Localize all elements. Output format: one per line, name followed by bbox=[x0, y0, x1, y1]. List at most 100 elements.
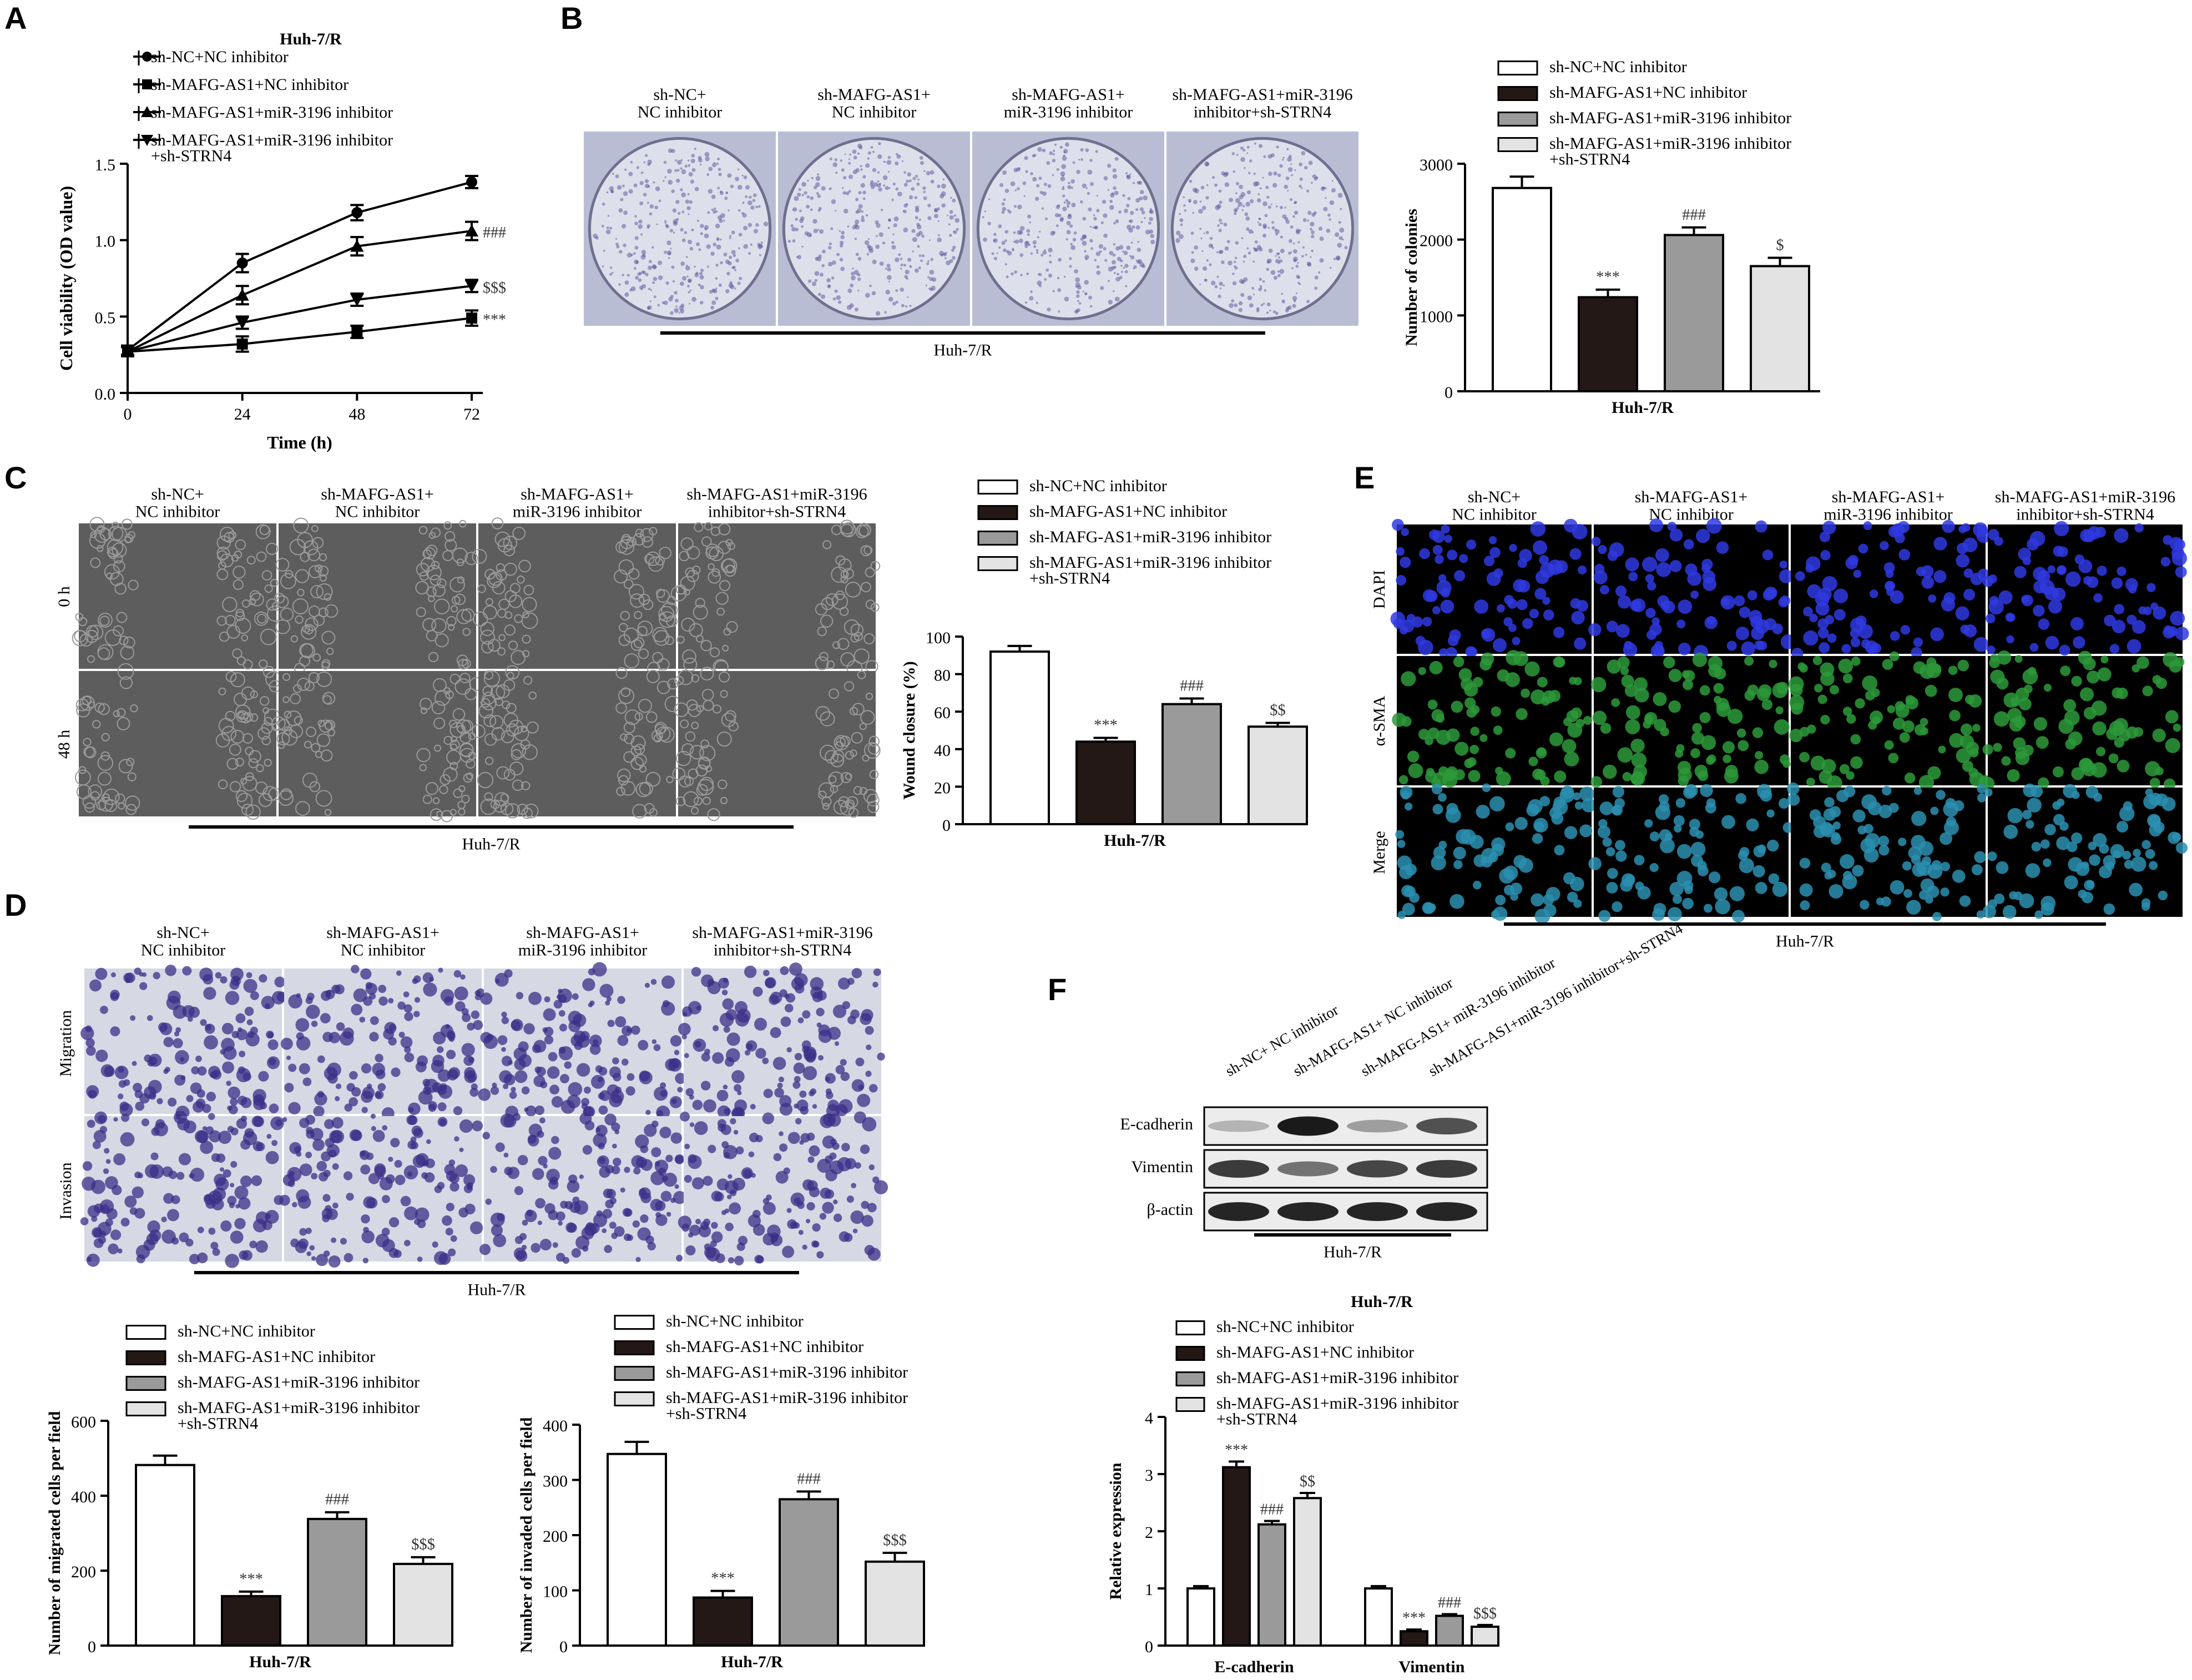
stained-cell bbox=[635, 1134, 649, 1149]
cell-signal bbox=[2152, 728, 2166, 743]
colony-dot bbox=[1042, 148, 1046, 153]
legend-label: sh-MAFG-AS1+miR-3196 inhibitor bbox=[178, 1399, 420, 1417]
cell-signal bbox=[2034, 910, 2043, 919]
stained-cell bbox=[403, 1239, 411, 1247]
cell-signal bbox=[1570, 598, 1581, 609]
cell-signal bbox=[1678, 642, 1691, 655]
colony-dot bbox=[699, 301, 704, 305]
stained-cell bbox=[417, 1256, 423, 1262]
stained-cell bbox=[679, 1111, 690, 1122]
colony-dot bbox=[680, 188, 683, 191]
cell-signal bbox=[1446, 728, 1460, 742]
cell-outline bbox=[282, 673, 291, 681]
colony-dot bbox=[827, 261, 833, 267]
stained-cell bbox=[729, 1202, 741, 1215]
stained-cell bbox=[811, 1240, 819, 1248]
stained-cell bbox=[417, 1219, 426, 1229]
stained-cell bbox=[222, 1061, 234, 1074]
colony-dot bbox=[901, 160, 904, 162]
colony-dot bbox=[887, 155, 891, 159]
cell-outline bbox=[484, 792, 493, 801]
cell-outline bbox=[264, 759, 272, 767]
cell-signal bbox=[1590, 677, 1607, 693]
colony-dot bbox=[1149, 208, 1152, 211]
cell-signal bbox=[1758, 684, 1772, 698]
cell-outline bbox=[701, 688, 714, 701]
cell-outline bbox=[840, 575, 848, 584]
stained-cell bbox=[426, 1139, 431, 1144]
cell-signal bbox=[1444, 534, 1452, 543]
cell-outline bbox=[108, 526, 124, 541]
colony-dot bbox=[1266, 311, 1269, 314]
colony-dot bbox=[855, 219, 860, 224]
colony-dot bbox=[851, 275, 856, 281]
significance-mark: $$$ bbox=[883, 1532, 907, 1549]
cell-outline bbox=[728, 721, 739, 731]
cell-outline bbox=[463, 773, 473, 783]
colony-dot bbox=[1044, 217, 1048, 220]
stained-cell bbox=[711, 1231, 723, 1243]
colony-dot bbox=[1127, 175, 1130, 178]
stained-cell bbox=[86, 1253, 100, 1267]
cell-signal bbox=[2165, 738, 2180, 753]
stained-cell bbox=[176, 1172, 185, 1180]
cell-signal bbox=[1682, 897, 1694, 910]
colony-dot bbox=[800, 216, 805, 221]
colony-plate-image bbox=[584, 132, 776, 326]
cell-signal bbox=[2005, 613, 2014, 622]
colony-dot bbox=[1085, 187, 1088, 189]
colony-dot bbox=[653, 276, 658, 281]
cell-outline bbox=[857, 670, 866, 679]
colony-dot bbox=[612, 271, 614, 274]
colony-dot bbox=[787, 239, 791, 243]
cell-outline bbox=[490, 799, 500, 809]
cell-outline bbox=[308, 565, 322, 578]
colony-dot bbox=[1071, 203, 1076, 208]
cell-outline bbox=[720, 796, 728, 805]
cell-outline bbox=[313, 614, 325, 626]
x-axis-title: Time (h) bbox=[267, 432, 332, 452]
colony-dot bbox=[1107, 164, 1112, 168]
cell-signal bbox=[2092, 721, 2107, 736]
stained-cell bbox=[816, 1007, 825, 1017]
colony-dot bbox=[1029, 221, 1032, 224]
colony-dot bbox=[1331, 188, 1336, 193]
bar bbox=[779, 1498, 839, 1647]
cell-outline bbox=[630, 639, 643, 651]
colony-dot bbox=[1189, 179, 1193, 183]
colony-dot bbox=[1113, 265, 1117, 269]
cell-outline bbox=[422, 794, 432, 804]
cell-outline bbox=[256, 764, 264, 773]
cell-outline bbox=[277, 719, 290, 731]
cell-signal bbox=[1491, 837, 1506, 851]
colony-dot bbox=[639, 285, 643, 290]
stained-cell bbox=[215, 972, 222, 979]
colony-dot bbox=[733, 266, 736, 269]
cell-signal bbox=[1522, 618, 1533, 629]
colony-dot bbox=[628, 189, 633, 194]
stained-cell bbox=[731, 1070, 745, 1083]
cell-signal bbox=[1970, 572, 1983, 586]
cell-outline bbox=[435, 633, 449, 648]
stained-cell bbox=[226, 1081, 231, 1086]
cell-signal bbox=[1644, 819, 1653, 828]
colony-dot bbox=[1291, 174, 1294, 176]
y-tick-label: 3 bbox=[1145, 1466, 1153, 1485]
colony-dot bbox=[882, 175, 888, 180]
colony-dot bbox=[689, 200, 693, 204]
stained-cell bbox=[279, 1194, 290, 1206]
legend-label: +sh-STRN4 bbox=[1549, 150, 1630, 169]
colony-dot bbox=[1024, 156, 1028, 160]
stained-cell bbox=[89, 979, 102, 992]
cell-outline bbox=[634, 611, 643, 619]
cell-outline bbox=[817, 626, 827, 637]
cell-signal bbox=[2145, 788, 2153, 796]
stained-cell bbox=[118, 1080, 127, 1088]
stained-cell bbox=[782, 1245, 795, 1258]
cell-outline bbox=[78, 766, 87, 774]
stained-cell bbox=[684, 1143, 690, 1149]
stained-cell bbox=[564, 1200, 573, 1210]
colony-dot bbox=[661, 301, 665, 305]
colony-dot bbox=[1199, 283, 1201, 285]
colony-dot bbox=[715, 287, 718, 290]
